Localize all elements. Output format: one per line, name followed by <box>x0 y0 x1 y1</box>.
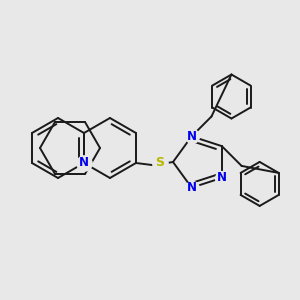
Text: N: N <box>187 130 197 143</box>
Text: N: N <box>187 181 197 194</box>
Text: N: N <box>79 157 89 169</box>
Text: S: S <box>155 157 164 169</box>
Text: N: N <box>217 171 227 184</box>
